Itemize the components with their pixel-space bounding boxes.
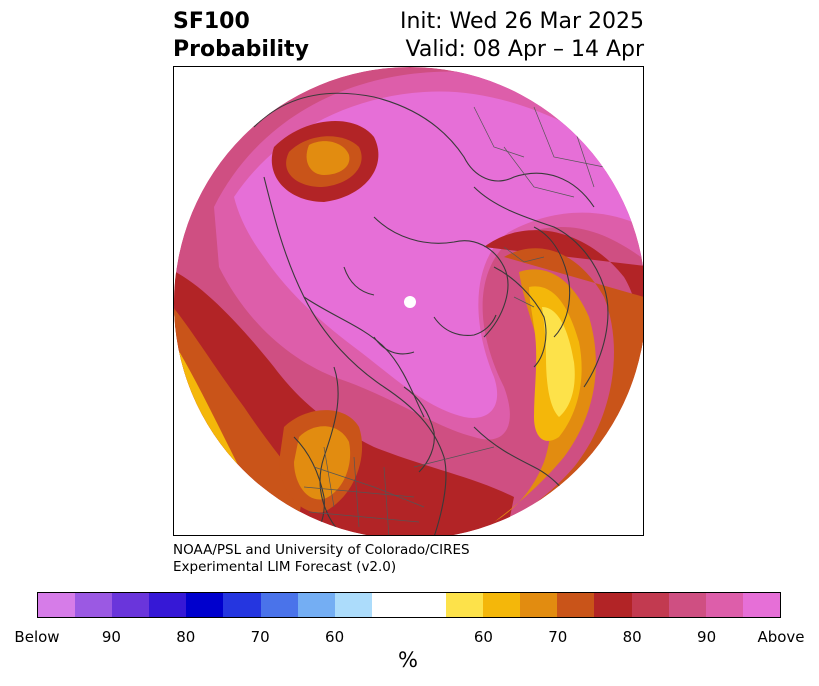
- pole-hole: [404, 296, 416, 308]
- colorbar-tick-label: Above: [757, 628, 805, 646]
- colorbar-swatch-18: [742, 593, 780, 617]
- colorbar-swatch-0: [38, 593, 76, 617]
- colorbar-swatch-4: [186, 593, 224, 617]
- colorbar-tick-label: 90: [101, 628, 121, 646]
- bering-core: [306, 141, 350, 175]
- credit-text: NOAA/PSL and University of Colorado/CIRE…: [173, 542, 470, 576]
- polar-map-svg: [174, 67, 643, 535]
- colorbar-swatch-12: [520, 593, 558, 617]
- title-type: Probability: [173, 37, 309, 62]
- colorbar-swatch-8: [334, 593, 372, 617]
- atlantic-core: [542, 307, 575, 417]
- credit-line-1: NOAA/PSL and University of Colorado/CIRE…: [173, 542, 470, 558]
- colorbar-tick-label: 70: [548, 628, 568, 646]
- colorbar-swatch-14: [594, 593, 632, 617]
- colorbar-tick-label: 80: [622, 628, 642, 646]
- colorbar-swatch-7: [297, 593, 335, 617]
- colorbar-tick-label: 90: [697, 628, 717, 646]
- valid-range: Valid: 08 Apr – 14 Apr: [405, 37, 645, 62]
- colorbar-tick-label: 60: [325, 628, 345, 646]
- colorbar-swatch-2: [112, 593, 150, 617]
- map-title-variable: SF100 Probability: [173, 8, 309, 64]
- colorbar-swatch-5: [223, 593, 261, 617]
- colorbar-swatch-10: [446, 593, 484, 617]
- colorbar-tick-label: 60: [473, 628, 493, 646]
- colorbar-tick-label: 70: [250, 628, 270, 646]
- colorbar-unit-label: %: [398, 648, 418, 672]
- colorbar-swatch-16: [668, 593, 706, 617]
- political-borders: [303, 106, 605, 535]
- coastlines: [253, 92, 609, 535]
- credit-line-2: Experimental LIM Forecast (v2.0): [173, 559, 397, 575]
- map-title-dates: Init: Wed 26 Mar 2025 Valid: 08 Apr – 14…: [400, 8, 644, 64]
- colorbar-swatch-11: [483, 593, 521, 617]
- probability-colorbar: [37, 592, 781, 618]
- colorbar-tick-label: Below: [14, 628, 60, 646]
- colorbar-swatch-3: [149, 593, 187, 617]
- colorbar-swatch-17: [705, 593, 743, 617]
- colorbar-swatch-13: [557, 593, 595, 617]
- colorbar-swatch-15: [631, 593, 669, 617]
- colorbar-swatch-1: [75, 593, 113, 617]
- colorbar-tick-label: 80: [176, 628, 196, 646]
- colorbar-swatch-6: [260, 593, 298, 617]
- title-variable: SF100: [173, 9, 250, 34]
- forecast-map: [173, 66, 644, 536]
- init-date: Init: Wed 26 Mar 2025: [399, 9, 644, 34]
- colorbar-swatch-9: [371, 593, 447, 617]
